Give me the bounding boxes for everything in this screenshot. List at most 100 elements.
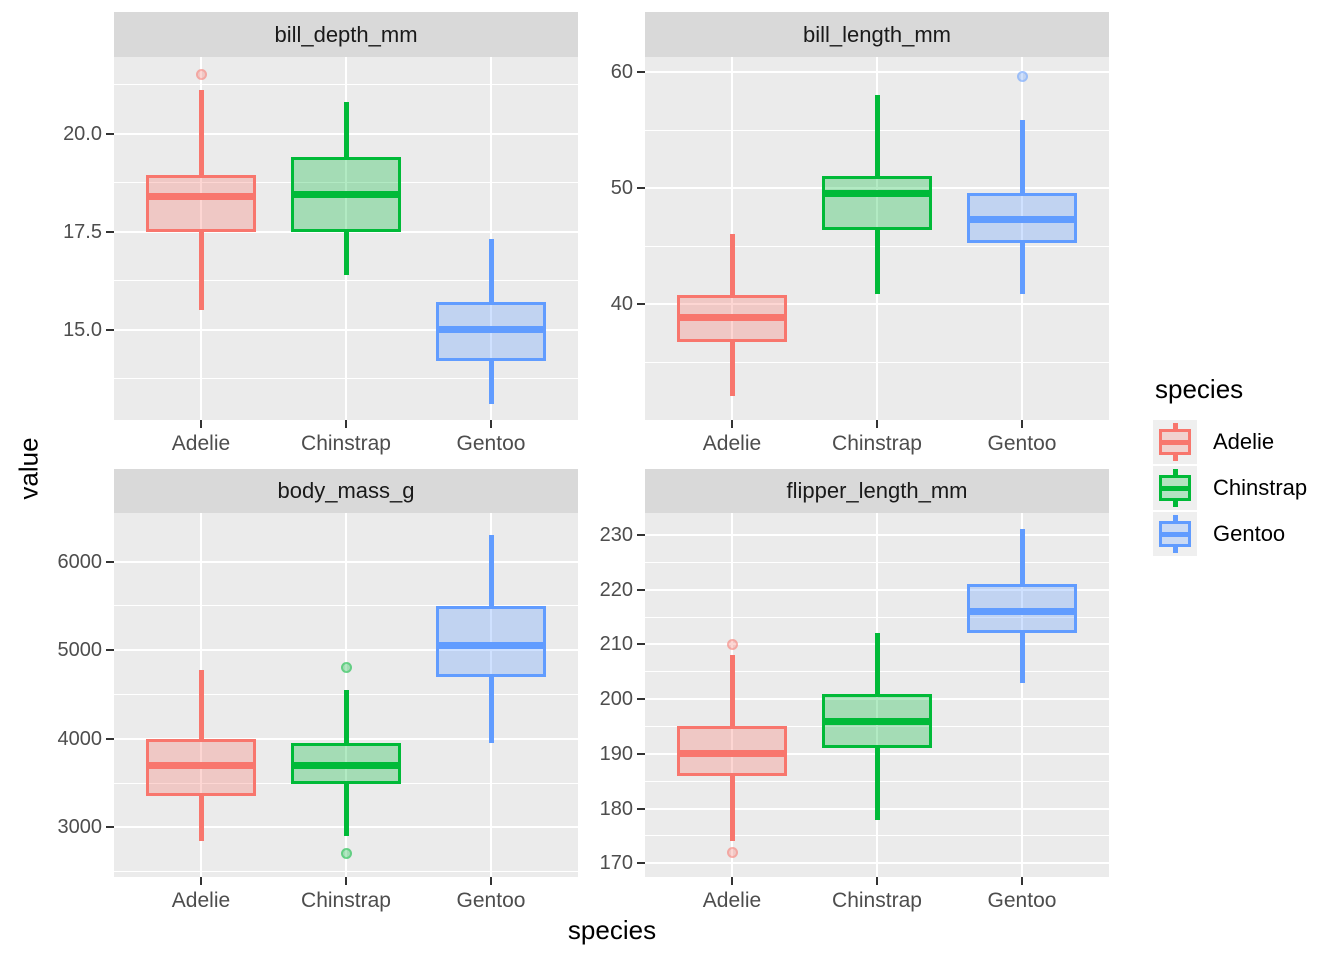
facet-panel-bill_depth_mm — [114, 57, 578, 420]
y-tick-mark — [106, 560, 114, 563]
y-tick-mark — [637, 807, 645, 810]
y-tick-mark — [106, 230, 114, 233]
x-tick-label-chinstrap: Chinstrap — [832, 432, 922, 455]
outlier-point-body_mass_g-chinstrap — [340, 662, 352, 674]
key-lower-whisker — [1172, 454, 1178, 461]
lower-whisker-body_mass_g-gentoo — [488, 676, 494, 744]
median-bill_length_mm-adelie — [680, 314, 784, 322]
upper-whisker-bill_depth_mm-gentoo — [488, 239, 494, 303]
facet-panel-body_mass_g — [114, 513, 578, 877]
median-flipper_length_mm-chinstrap — [825, 717, 929, 725]
facet-panel-flipper_length_mm — [645, 513, 1109, 877]
key-upper-whisker — [1172, 515, 1178, 522]
box-bill_depth_mm-adelie — [146, 174, 256, 232]
lower-whisker-bill_length_mm-adelie — [729, 341, 735, 396]
legend-label-adelie: Adelie — [1213, 429, 1275, 454]
y-tick-label: 210 — [599, 633, 633, 656]
lower-whisker-body_mass_g-adelie — [198, 796, 204, 841]
median-bill_depth_mm-adelie — [149, 192, 253, 200]
x-tick-mark — [876, 420, 878, 428]
x-tick-label-chinstrap: Chinstrap — [301, 889, 391, 912]
x-tick-label-gentoo: Gentoo — [987, 889, 1057, 912]
y-tick-mark — [637, 643, 645, 646]
y-tick-label: 220 — [599, 578, 633, 601]
y-tick-label: 4000 — [57, 727, 103, 750]
x-tick-label-gentoo: Gentoo — [456, 889, 526, 912]
major-gridline-vertical — [490, 57, 492, 420]
x-tick-mark — [731, 877, 733, 885]
upper-whisker-bill_length_mm-adelie — [729, 234, 735, 296]
x-tick-mark — [490, 420, 492, 428]
y-tick-label: 60 — [610, 61, 633, 84]
major-gridline-vertical — [1021, 57, 1023, 420]
upper-whisker-body_mass_g-gentoo — [488, 535, 494, 606]
y-tick-mark — [637, 71, 645, 74]
facet-panel-bill_length_mm — [645, 57, 1109, 420]
outlier-point-body_mass_g-chinstrap — [340, 848, 352, 860]
lower-whisker-body_mass_g-chinstrap — [343, 784, 349, 837]
median-bill_length_mm-gentoo — [970, 215, 1074, 223]
y-tick-mark — [106, 649, 114, 652]
median-body_mass_g-chinstrap — [294, 761, 398, 769]
y-tick-mark — [106, 328, 114, 331]
x-tick-mark — [200, 420, 202, 428]
key-median — [1162, 485, 1188, 491]
y-tick-mark — [637, 862, 645, 865]
x-tick-mark — [490, 877, 492, 885]
x-tick-mark — [731, 420, 733, 428]
x-tick-mark — [1021, 420, 1023, 428]
y-tick-label: 6000 — [57, 550, 103, 573]
upper-whisker-flipper_length_mm-adelie — [729, 655, 735, 727]
key-lower-whisker — [1172, 546, 1178, 553]
key-median — [1162, 531, 1188, 537]
upper-whisker-bill_length_mm-gentoo — [1019, 119, 1025, 194]
key-lower-whisker — [1172, 500, 1178, 507]
x-tick-label-adelie: Adelie — [702, 889, 762, 912]
facet-title-bill_depth_mm: bill_depth_mm — [274, 21, 418, 47]
x-tick-label-adelie: Adelie — [171, 889, 231, 912]
legend-entry-chinstrap: Chinstrap — [1153, 465, 1307, 511]
outlier-point-flipper_length_mm-adelie — [726, 846, 738, 858]
outlier-point-flipper_length_mm-adelie — [726, 638, 738, 650]
upper-whisker-bill_depth_mm-adelie — [198, 90, 204, 175]
x-tick-label-gentoo: Gentoo — [987, 432, 1057, 455]
x-tick-label-chinstrap: Chinstrap — [832, 889, 922, 912]
y-tick-mark — [106, 132, 114, 135]
y-tick-label: 20.0 — [63, 122, 102, 145]
legend-label-gentoo: Gentoo — [1213, 521, 1286, 546]
median-bill_depth_mm-gentoo — [439, 326, 543, 334]
legend-key-boxplot-icon — [1153, 466, 1197, 510]
upper-whisker-body_mass_g-chinstrap — [343, 690, 349, 744]
lower-whisker-flipper_length_mm-adelie — [729, 775, 735, 842]
key-upper-whisker — [1172, 423, 1178, 430]
y-tick-label: 230 — [599, 523, 633, 546]
legend-label-chinstrap: Chinstrap — [1213, 475, 1308, 500]
y-tick-mark — [637, 752, 645, 755]
lower-whisker-bill_depth_mm-gentoo — [488, 361, 494, 405]
lower-whisker-bill_depth_mm-adelie — [198, 231, 204, 311]
facet-strip-bill_depth_mm: bill_depth_mm — [114, 12, 578, 57]
y-axis-title: value — [13, 437, 44, 500]
y-tick-mark — [637, 698, 645, 701]
legend-entry-gentoo: Gentoo — [1153, 511, 1307, 557]
y-tick-mark — [637, 533, 645, 536]
y-tick-mark — [637, 303, 645, 306]
facet-title-bill_length_mm: bill_length_mm — [803, 21, 951, 47]
facet-strip-body_mass_g: body_mass_g — [114, 469, 578, 513]
y-tick-label: 200 — [599, 688, 633, 711]
facet-strip-bill_length_mm: bill_length_mm — [645, 12, 1109, 57]
median-body_mass_g-adelie — [149, 761, 253, 769]
key-upper-whisker — [1172, 469, 1178, 476]
y-tick-label: 40 — [610, 293, 633, 316]
median-body_mass_g-gentoo — [439, 642, 543, 650]
legend-key-boxplot-icon — [1153, 512, 1197, 556]
y-tick-label: 190 — [599, 742, 633, 765]
y-tick-mark — [637, 187, 645, 190]
median-bill_depth_mm-chinstrap — [294, 190, 398, 198]
x-tick-label-adelie: Adelie — [702, 432, 762, 455]
y-tick-label: 170 — [599, 852, 633, 875]
upper-whisker-body_mass_g-adelie — [198, 670, 204, 739]
y-tick-label: 17.5 — [63, 220, 102, 243]
